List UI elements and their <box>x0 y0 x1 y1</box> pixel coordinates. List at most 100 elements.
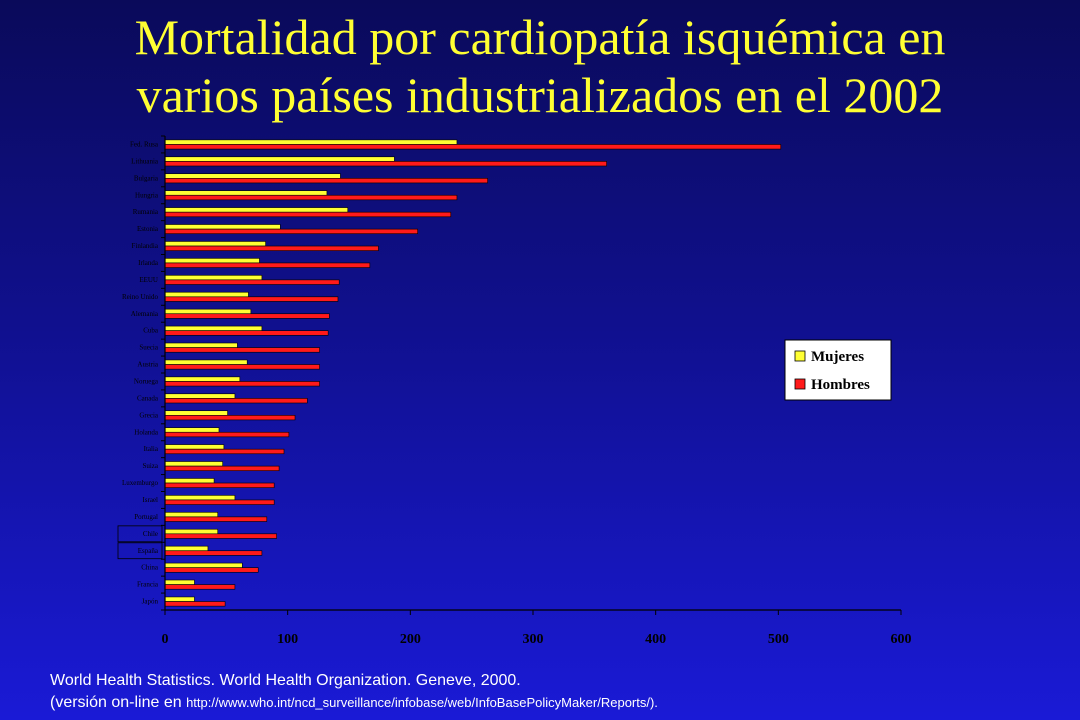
category-label: Hungria <box>135 191 159 199</box>
bar-mujeres <box>164 342 238 348</box>
bar-mujeres <box>164 359 248 365</box>
bar-hombres <box>164 448 285 455</box>
bar-hombres <box>164 262 371 268</box>
axes-group: 0 100 200 300 400 500 600 <box>161 135 912 647</box>
category-label: Chile <box>143 530 158 538</box>
bars-group <box>164 139 782 607</box>
bar-mujeres <box>164 156 395 162</box>
category-label: Israel <box>142 496 158 504</box>
category-labels-group: Fed. Rusa Lithuania Bulgaria Hungria Rumania… <box>117 140 163 606</box>
bar-mujeres <box>164 545 209 552</box>
source-line-1: World Health Statistics. World Health Or… <box>50 672 521 689</box>
bar-mujeres <box>164 173 341 179</box>
category-label: Italia <box>144 445 159 453</box>
bar-hombres <box>164 601 226 607</box>
category-label: Portugal <box>134 513 158 521</box>
bar-hombres <box>164 228 418 235</box>
category-label: Rumania <box>133 208 159 216</box>
bar-hombres <box>164 194 458 201</box>
category-label: Finlandia <box>132 242 159 250</box>
bar-mujeres <box>164 241 266 247</box>
title-line-2: varios países industrializados en el 200… <box>136 67 944 123</box>
bar-mujeres <box>164 528 219 535</box>
bar-hombres <box>164 567 259 573</box>
bar-hombres <box>164 516 268 522</box>
category-label: China <box>141 564 159 572</box>
bar-mujeres <box>164 495 236 501</box>
category-label: Grecia <box>139 411 159 419</box>
bar-hombres <box>164 279 340 285</box>
category-label: EEUU <box>139 276 158 284</box>
bar-mujeres <box>164 291 249 298</box>
legend-label: Mujeres <box>811 349 864 365</box>
bar-mujeres <box>164 274 263 281</box>
bar-hombres <box>164 381 320 387</box>
category-label: Cuba <box>143 327 159 335</box>
category-label: Austria <box>137 361 159 369</box>
category-label: Francia <box>137 581 159 589</box>
category-label: España <box>138 547 159 555</box>
bar-mujeres <box>164 224 281 230</box>
x-tick-label: 100 <box>277 632 298 647</box>
x-tick-label: 600 <box>891 632 912 647</box>
category-label: Lithuania <box>131 157 159 165</box>
category-label: Noruega <box>134 377 159 385</box>
bar-hombres <box>164 482 275 488</box>
bar-mujeres <box>164 308 252 315</box>
category-label: Luxemburgo <box>122 479 159 487</box>
bar-mujeres <box>164 444 225 450</box>
bar-hombres <box>164 364 320 370</box>
category-label: Bulgaria <box>134 174 159 182</box>
bar-mujeres <box>164 207 349 213</box>
bar-mujeres <box>164 393 236 399</box>
highlight-box <box>117 525 163 543</box>
x-tick-label: 500 <box>768 632 789 647</box>
bar-mujeres <box>164 139 458 145</box>
highlight-box <box>117 542 163 560</box>
bar-hombres <box>164 584 236 590</box>
category-label: Alemania <box>131 310 159 318</box>
slide-title: Mortalidad por cardiopatía isquémica en … <box>0 8 1080 124</box>
bar-mujeres <box>164 478 215 484</box>
bar-mujeres <box>164 511 219 518</box>
bar-hombres <box>164 296 339 302</box>
bar-hombres <box>164 415 296 421</box>
bar-hombres <box>164 313 330 319</box>
bar-mujeres <box>164 258 260 264</box>
bar-hombres <box>164 330 329 336</box>
category-label: Japón <box>142 598 159 606</box>
source-url[interactable]: http://www.who.int/ncd_surveillance/info… <box>186 695 658 710</box>
source-line-2-prefix: (versión on-line en <box>50 694 187 711</box>
bar-mujeres <box>164 562 243 568</box>
bar-hombres <box>164 347 320 353</box>
bar-hombres <box>164 178 488 184</box>
bar-mujeres <box>164 461 223 467</box>
category-label: Reino Unido <box>122 293 158 301</box>
bar-hombres <box>164 398 308 404</box>
bar-hombres <box>164 431 290 438</box>
category-label: Estonia <box>137 225 159 233</box>
legend-box <box>784 339 892 401</box>
bar-mujeres <box>164 579 195 585</box>
title-line-1: Mortalidad por cardiopatía isquémica en <box>134 9 946 65</box>
legend-swatch <box>794 378 806 390</box>
x-tick-label: 300 <box>523 632 544 647</box>
bar-hombres <box>164 550 263 556</box>
bar-mujeres <box>164 596 195 602</box>
source-line-2: (versión on-line en http://www.who.int/n… <box>50 692 658 714</box>
category-label: Fed. Rusa <box>130 140 159 148</box>
bar-hombres <box>164 144 782 150</box>
category-label: Irlanda <box>138 259 159 267</box>
category-label: Holanda <box>134 428 159 436</box>
bar-hombres <box>164 465 280 472</box>
bar-hombres <box>164 499 275 505</box>
x-tick-label: 200 <box>400 632 421 647</box>
bar-hombres <box>164 245 379 251</box>
legend: Mujeres Hombres <box>784 339 892 401</box>
bar-hombres <box>164 533 277 539</box>
bar-mujeres <box>164 427 220 433</box>
bar-hombres <box>164 161 607 167</box>
bar-hombres <box>164 211 452 218</box>
legend-label: Hombres <box>811 377 870 393</box>
